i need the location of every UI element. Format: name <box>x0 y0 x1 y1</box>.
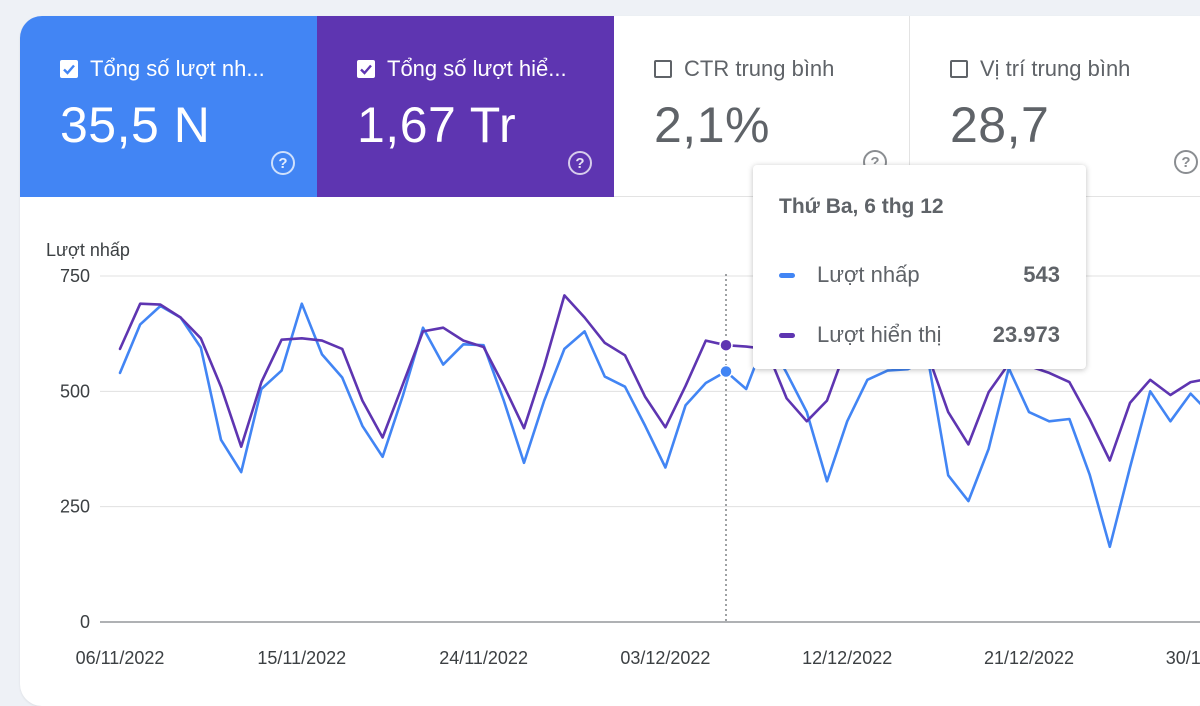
tooltip-date: Thứ Ba, 6 thg 12 <box>779 195 944 218</box>
metric-header: Tổng số lượt hiể... <box>357 56 614 82</box>
performance-chart: 0 250 500 750 Lượt nhấp 06/11/2022 15/11/2022 2… <box>46 240 1200 668</box>
y-tick-label: 250 <box>60 497 90 517</box>
series-line-clicks <box>118 302 1200 549</box>
checkbox-checked[interactable] <box>357 60 375 78</box>
checkbox-unchecked[interactable] <box>950 60 968 78</box>
performance-card: 0 250 500 750 Lượt nhấp 06/11/2022 15/11/2022 2… <box>20 16 1200 706</box>
metric-value: 28,7 <box>950 97 1050 153</box>
metric-header: Vị trí trung bình <box>950 56 1200 82</box>
metric-label: Tổng số lượt hiể... <box>387 56 567 81</box>
help-icon[interactable]: ? <box>1174 150 1198 174</box>
check-icon <box>63 64 75 75</box>
tooltip-series-name: Lượt hiển thị <box>817 322 942 347</box>
tooltip-series-value: 23.973 <box>992 322 1060 347</box>
x-tick-label: 15/11/2022 <box>257 648 346 668</box>
help-icon[interactable]: ? <box>271 151 295 175</box>
checkbox-checked[interactable] <box>60 60 78 78</box>
tooltip-series-name: Lượt nhấp <box>817 262 920 287</box>
metric-value: 1,67 Tr <box>357 97 517 153</box>
x-tick-label: 03/12/2022 <box>620 648 710 668</box>
series-color-swatch <box>779 332 795 338</box>
metric-value: 2,1% <box>654 97 770 153</box>
tooltip-row-clicks: Lượt nhấp 543 <box>779 245 1060 305</box>
x-tick-label: 30/12/2022 <box>1166 648 1200 668</box>
metric-header: Tổng số lượt nh... <box>60 56 317 82</box>
metric-label: Vị trí trung bình <box>980 56 1131 81</box>
highlight-point-impressions <box>719 338 733 352</box>
y-tick-label: 750 <box>60 266 90 286</box>
metric-tabs: Tổng số lượt nh... 35,5 N ? Tổng số lượt… <box>20 16 1200 197</box>
metric-value: 35,5 N <box>60 97 211 153</box>
tooltip-series-value: 543 <box>1023 262 1060 287</box>
metric-header: CTR trung bình <box>654 56 909 82</box>
check-icon <box>360 64 372 75</box>
checkbox-unchecked[interactable] <box>654 60 672 78</box>
series-line-impressions <box>118 294 1200 462</box>
x-tick-label: 21/12/2022 <box>984 648 1074 668</box>
highlight-point-clicks <box>719 364 733 379</box>
y-tick-label: 0 <box>80 612 90 632</box>
chart-tooltip: Thứ Ba, 6 thg 12 Lượt nhấp 543 Lượt hiển… <box>753 165 1086 369</box>
metric-label: Tổng số lượt nh... <box>90 56 265 81</box>
metric-total-impressions[interactable]: Tổng số lượt hiể... 1,67 Tr ? <box>317 16 614 197</box>
x-tick-label: 24/11/2022 <box>439 648 528 668</box>
x-tick-label: 12/12/2022 <box>802 648 892 668</box>
y-axis-title: Lượt nhấp <box>46 240 130 260</box>
series-color-swatch <box>779 272 795 278</box>
tooltip-row-impressions: Lượt hiển thị 23.973 <box>779 305 1060 365</box>
metric-label: CTR trung bình <box>684 56 835 81</box>
x-tick-label: 06/11/2022 <box>76 648 165 668</box>
help-icon[interactable]: ? <box>568 151 592 175</box>
metric-total-clicks[interactable]: Tổng số lượt nh... 35,5 N ? <box>20 16 317 197</box>
y-tick-label: 500 <box>60 381 90 401</box>
